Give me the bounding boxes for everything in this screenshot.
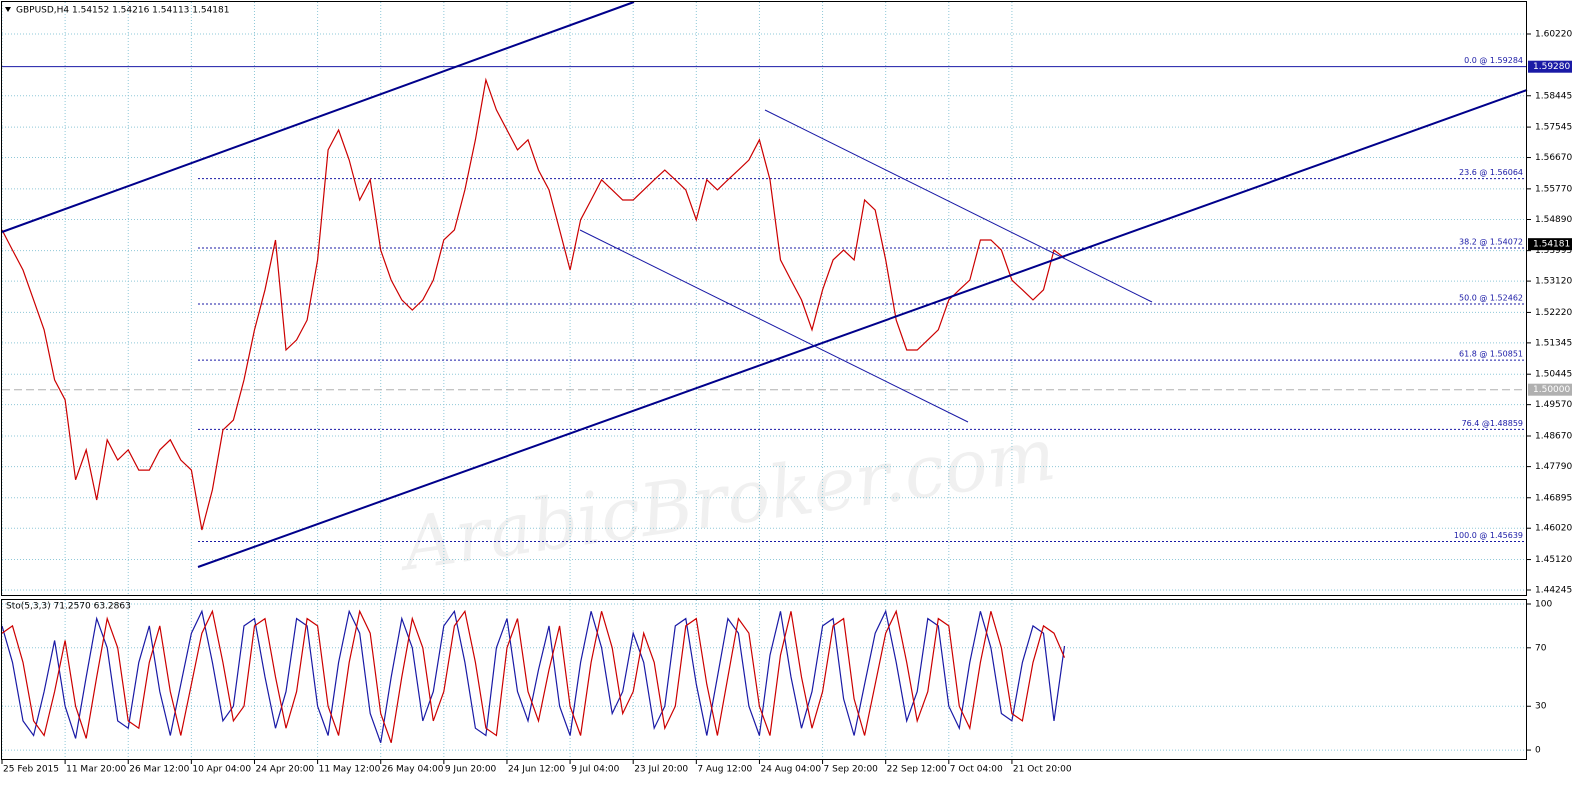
sub-frame <box>1 599 1527 760</box>
fib-label: 50.0 @ 1.52462 <box>1459 294 1523 303</box>
trend-line <box>1 1 635 233</box>
x-tick-label: 9 Jun 20:00 <box>445 765 497 775</box>
y-tick-label: 1.55770 <box>1535 184 1572 194</box>
y-tick-label: 1.44245 <box>1535 585 1572 595</box>
y-tick-label: 1.53995 <box>1535 246 1572 256</box>
x-tick-label: 21 Oct 20:00 <box>1013 765 1072 775</box>
y-tick-label: 1.54890 <box>1535 215 1572 225</box>
y-tick-label: 1.57545 <box>1535 123 1572 133</box>
x-tick-label: 11 May 12:00 <box>319 765 381 775</box>
fib-label: 23.6 @ 1.56064 <box>1459 168 1523 177</box>
x-tick-label: 10 Apr 04:00 <box>192 765 251 775</box>
x-tick-label: 7 Aug 12:00 <box>697 765 752 775</box>
x-tick-label: 24 Apr 20:00 <box>255 765 314 775</box>
fib-label: 38.2 @ 1.54072 <box>1459 237 1523 246</box>
chart-title: GBPUSD,H4 1.54152 1.54216 1.54113 1.5418… <box>16 6 229 16</box>
x-tick-label: 25 Feb 2015 <box>3 765 59 775</box>
series-line <box>1 77 1065 531</box>
fib-label: 100.0 @ 1.45639 <box>1454 531 1523 540</box>
price-box <box>1528 60 1572 73</box>
y-tick-label: 1.46895 <box>1535 493 1572 503</box>
x-tick-label: 22 Sep 12:00 <box>887 765 947 775</box>
series-line <box>1 609 1066 744</box>
y-tick-label: 1.53120 <box>1535 277 1572 287</box>
y-tick-label: 0 <box>1535 746 1541 756</box>
x-tick-label: 7 Oct 04:00 <box>950 765 1003 775</box>
x-tick-label: 9 Jul 04:00 <box>571 765 620 775</box>
fib-label: 0.0 @ 1.59284 <box>1464 56 1523 65</box>
x-tick-label: 24 Jun 12:00 <box>508 765 565 775</box>
y-tick-label: 1.48670 <box>1535 431 1572 441</box>
x-tick-label: 24 Aug 04:00 <box>760 765 821 775</box>
channel-line <box>579 229 969 423</box>
y-tick-label: 70 <box>1535 643 1547 653</box>
fib-label: 76.4 @1.48859 <box>1462 419 1523 428</box>
x-tick-label: 11 Mar 20:00 <box>66 765 126 775</box>
y-tick-label: 1.60220 <box>1535 29 1572 39</box>
menu-arrow <box>5 7 11 12</box>
main-frame <box>1 1 1527 596</box>
trend-line <box>197 89 1528 568</box>
y-tick-label: 30 <box>1535 702 1547 712</box>
price-label: 1.59280 <box>1533 62 1570 72</box>
channel-line <box>764 109 1153 303</box>
y-tick-label: 1.49570 <box>1535 400 1572 410</box>
x-tick-label: 7 Sep 20:00 <box>824 765 879 775</box>
x-tick-label: 26 Mar 12:00 <box>129 765 189 775</box>
y-tick-label: 1.50445 <box>1535 370 1572 380</box>
y-tick-label: 1.51345 <box>1535 338 1572 348</box>
y-tick-label: 1.58445 <box>1535 91 1572 101</box>
x-tick-label: 23 Jul 20:00 <box>634 765 688 775</box>
y-tick-label: 1.47790 <box>1535 462 1572 472</box>
y-tick-label: 1.52220 <box>1535 308 1572 318</box>
y-tick-label: 1.46020 <box>1535 524 1572 534</box>
y-tick-label: 1.56670 <box>1535 153 1572 163</box>
fib-label: 61.8 @ 1.50851 <box>1459 350 1523 359</box>
price-box <box>1528 383 1572 396</box>
y-tick-label: 100 <box>1535 599 1552 609</box>
y-tick-label: 1.45120 <box>1535 555 1572 565</box>
x-tick-label: 26 May 04:00 <box>382 765 444 775</box>
series-line <box>1 609 1066 744</box>
price-box <box>1528 238 1572 251</box>
price-label: 1.54181 <box>1533 240 1570 250</box>
indicator-title: Sto(5,3,3) 71.2570 63.2863 <box>6 602 131 612</box>
price-label: 1.50000 <box>1533 385 1570 395</box>
